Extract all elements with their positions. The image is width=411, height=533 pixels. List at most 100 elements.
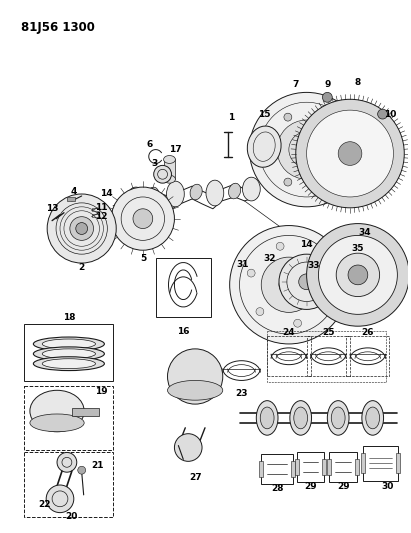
Ellipse shape (30, 414, 84, 432)
Ellipse shape (33, 357, 104, 370)
Circle shape (47, 194, 116, 263)
Text: 21: 21 (91, 461, 104, 470)
Circle shape (230, 225, 348, 344)
Circle shape (307, 223, 409, 326)
Circle shape (168, 349, 223, 404)
Text: 35: 35 (352, 244, 364, 253)
Ellipse shape (42, 339, 95, 349)
Circle shape (261, 257, 316, 312)
Text: 25: 25 (322, 328, 335, 337)
Ellipse shape (147, 187, 159, 203)
Bar (261, 455, 293, 484)
Circle shape (57, 453, 77, 472)
Bar (164, 159, 175, 179)
Bar (25, 324, 113, 382)
Ellipse shape (260, 407, 274, 429)
Circle shape (70, 217, 94, 240)
Bar (329, 453, 357, 482)
Circle shape (284, 178, 292, 186)
Text: 26: 26 (362, 328, 374, 337)
Bar (25, 386, 113, 450)
Bar (267, 336, 311, 376)
Ellipse shape (366, 407, 380, 429)
Text: 3: 3 (152, 159, 158, 168)
Circle shape (276, 243, 284, 250)
Text: 1: 1 (229, 112, 235, 122)
Text: 23: 23 (235, 389, 248, 398)
Bar (307, 336, 350, 376)
Bar (156, 258, 211, 317)
Bar (355, 459, 359, 475)
Ellipse shape (166, 181, 184, 207)
Text: 28: 28 (271, 484, 283, 494)
Text: 30: 30 (381, 482, 394, 491)
Bar (346, 336, 390, 376)
Bar (92, 208, 99, 211)
Circle shape (307, 110, 393, 197)
Text: 14: 14 (300, 240, 313, 249)
Ellipse shape (256, 401, 278, 435)
Text: 18: 18 (62, 313, 75, 322)
Circle shape (319, 236, 397, 314)
Text: 15: 15 (258, 110, 270, 118)
Ellipse shape (290, 401, 312, 435)
Ellipse shape (42, 359, 95, 369)
Ellipse shape (190, 184, 202, 200)
Bar (297, 453, 324, 482)
Text: 11: 11 (95, 203, 108, 212)
Bar (259, 462, 263, 477)
Text: 16: 16 (177, 327, 189, 336)
Circle shape (321, 113, 329, 121)
Text: 20: 20 (66, 512, 78, 521)
Ellipse shape (362, 401, 383, 435)
Text: 8: 8 (355, 78, 361, 87)
Text: 12: 12 (95, 212, 108, 221)
Ellipse shape (42, 349, 95, 359)
Circle shape (279, 254, 334, 310)
Bar (72, 408, 99, 416)
Text: 4: 4 (71, 187, 77, 196)
Ellipse shape (327, 401, 349, 435)
Text: 19: 19 (95, 387, 108, 396)
Ellipse shape (168, 381, 223, 400)
Ellipse shape (126, 187, 146, 215)
Circle shape (299, 142, 314, 157)
Text: 24: 24 (282, 328, 295, 337)
Ellipse shape (30, 390, 84, 432)
Ellipse shape (294, 407, 307, 429)
Ellipse shape (229, 183, 241, 199)
Text: 81J56 1300: 81J56 1300 (21, 21, 95, 34)
Text: 14: 14 (100, 189, 113, 198)
Circle shape (249, 92, 364, 207)
Text: 2: 2 (79, 263, 85, 272)
Ellipse shape (164, 156, 175, 164)
Bar (25, 453, 113, 516)
Circle shape (154, 165, 171, 183)
Circle shape (348, 265, 368, 285)
Ellipse shape (206, 180, 224, 206)
Text: 17: 17 (169, 145, 182, 154)
Circle shape (174, 434, 202, 462)
Circle shape (322, 92, 332, 102)
Circle shape (279, 275, 299, 295)
Text: 29: 29 (304, 482, 317, 491)
Ellipse shape (164, 175, 175, 183)
Circle shape (296, 99, 404, 208)
Bar (267, 331, 386, 382)
Circle shape (78, 466, 85, 474)
Bar (363, 446, 398, 481)
Circle shape (294, 319, 302, 327)
Circle shape (284, 113, 292, 121)
Bar (295, 459, 299, 475)
Bar (291, 462, 295, 477)
Bar (396, 454, 400, 473)
Circle shape (340, 146, 348, 154)
Text: 29: 29 (337, 482, 349, 491)
Bar (67, 197, 75, 201)
Text: 5: 5 (141, 254, 147, 263)
Circle shape (133, 209, 153, 229)
Text: 34: 34 (358, 228, 371, 237)
Circle shape (299, 274, 314, 289)
Circle shape (240, 271, 254, 285)
Text: 22: 22 (38, 500, 51, 509)
